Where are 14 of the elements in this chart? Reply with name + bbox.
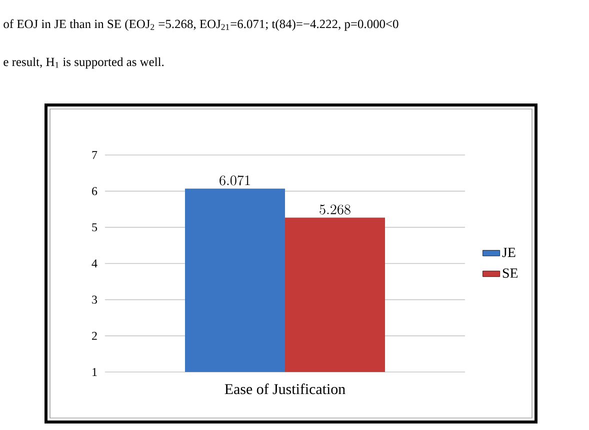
y-tick-label: 5 xyxy=(92,223,98,232)
text: of EOJ in JE than in SE (EOJ$_{2}$ =5.268, EOJ$_{21}$=6.071; t(84)=−4.222, p=0.000<0 xyxy=(4,19,398,31)
y-tick-label: 7 xyxy=(92,151,98,159)
x-tick-label: Ease of Justification xyxy=(224,384,346,394)
y-tick-label: 4 xyxy=(92,260,98,268)
text: e result, H$_{1}$ is supported as well. xyxy=(4,57,164,69)
legend-label: SE xyxy=(502,268,518,278)
y-tick-label: 1 xyxy=(92,368,97,376)
data-label: 5.268 xyxy=(320,204,350,214)
legend-label: JE xyxy=(502,248,516,258)
y-tick-label: 2 xyxy=(92,332,97,340)
data-label: 6.071 xyxy=(220,175,250,186)
y-tick-label: 3 xyxy=(92,296,98,304)
y-tick-label: 6 xyxy=(92,187,98,196)
